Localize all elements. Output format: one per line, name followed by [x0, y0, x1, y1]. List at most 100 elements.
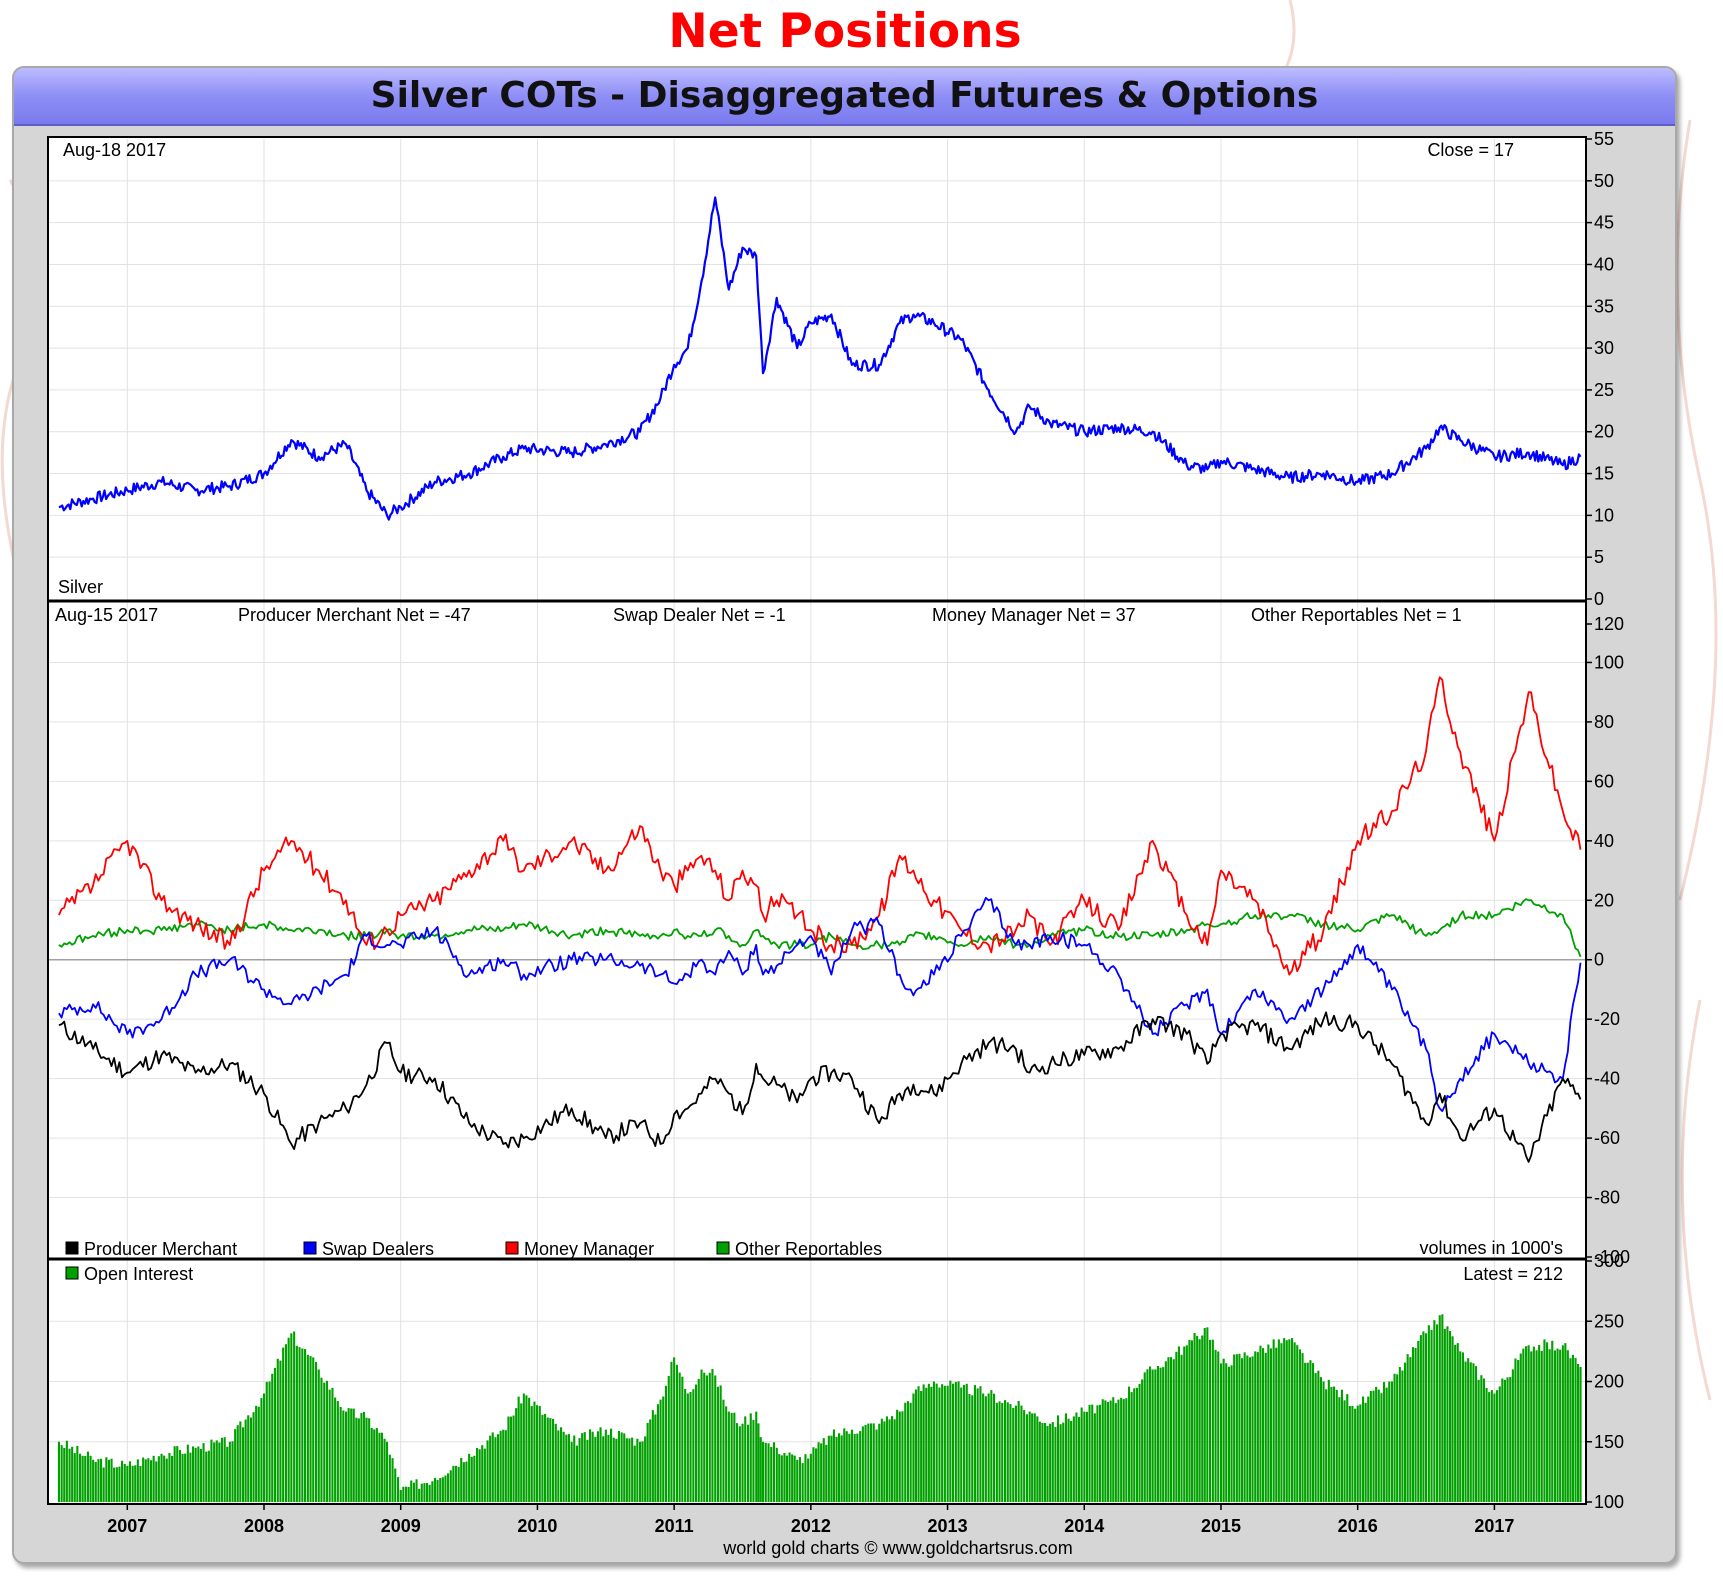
- open-interest-bar: [282, 1347, 285, 1502]
- open-interest-bar: [1441, 1314, 1444, 1502]
- open-interest-bar: [284, 1344, 287, 1502]
- open-interest-bar: [1114, 1403, 1117, 1502]
- y-tick-label: 10: [1594, 505, 1614, 525]
- open-interest-bar: [1514, 1358, 1517, 1502]
- legend: Producer Merchant Swap Dealers Money Man…: [65, 1239, 882, 1259]
- open-interest-bar: [960, 1387, 963, 1502]
- open-interest-bar: [1041, 1423, 1044, 1502]
- open-interest-bar: [901, 1411, 904, 1502]
- open-interest-bar: [1167, 1357, 1170, 1502]
- open-interest-bar: [223, 1437, 226, 1502]
- open-interest-bar: [560, 1427, 563, 1502]
- chart-title: Silver COTs - Disaggregated Futures & Op…: [370, 75, 1319, 116]
- open-interest-bar: [949, 1380, 952, 1502]
- open-interest-bar: [943, 1385, 946, 1502]
- open-interest-bar: [1427, 1325, 1430, 1502]
- open-interest-bar: [1099, 1404, 1102, 1502]
- open-interest-bar: [144, 1459, 147, 1502]
- open-interest-bar: [1023, 1410, 1026, 1502]
- open-interest-bar: [439, 1478, 442, 1502]
- open-interest-bar: [470, 1456, 473, 1502]
- y-tick-label: 35: [1594, 296, 1614, 316]
- open-interest-bar: [89, 1455, 92, 1502]
- open-interest-bar: [1556, 1348, 1559, 1502]
- open-interest-bar: [194, 1447, 197, 1502]
- open-interest-bar: [1346, 1394, 1349, 1502]
- open-interest-bar: [1117, 1399, 1120, 1502]
- open-interest-bar: [755, 1411, 758, 1502]
- open-interest-bar: [1306, 1362, 1309, 1502]
- open-interest-bar: [562, 1431, 565, 1502]
- open-interest-bar: [1254, 1351, 1257, 1502]
- open-interest-bar: [807, 1458, 810, 1502]
- open-interest-bar: [749, 1413, 752, 1502]
- open-interest-bar: [1009, 1404, 1012, 1502]
- open-interest-bar: [1335, 1389, 1338, 1502]
- open-interest-bar: [554, 1423, 557, 1502]
- open-interest-bar: [290, 1333, 293, 1502]
- open-interest-bar: [1566, 1350, 1569, 1502]
- open-interest-bar: [615, 1438, 618, 1502]
- open-interest-bar: [92, 1459, 95, 1502]
- open-interest-bar: [1527, 1345, 1530, 1502]
- open-interest-bar: [1456, 1343, 1459, 1502]
- open-interest-bar: [218, 1442, 221, 1502]
- title-bar: Silver COTs - Disaggregated Futures & Op…: [14, 68, 1675, 126]
- open-interest-bar: [1451, 1336, 1454, 1502]
- open-interest-bar: [941, 1384, 944, 1502]
- open-interest-bar: [1356, 1405, 1359, 1502]
- open-interest-bar: [483, 1448, 486, 1502]
- legend-label-swap-dealers: Swap Dealers: [322, 1239, 434, 1259]
- open-interest-bar: [1149, 1366, 1152, 1502]
- open-interest-bar: [436, 1479, 439, 1502]
- open-interest-bar: [476, 1448, 479, 1502]
- open-interest-bar: [368, 1418, 371, 1502]
- x-tick-label: 2013: [928, 1516, 968, 1536]
- open-interest-bar: [160, 1453, 163, 1502]
- open-interest-bar: [752, 1420, 755, 1502]
- price-close-label: Close = 17: [1427, 140, 1514, 160]
- open-interest-bar: [388, 1454, 391, 1502]
- open-interest-bar: [323, 1382, 326, 1502]
- open-interest-bar: [1162, 1367, 1165, 1502]
- open-interest-bar: [1364, 1402, 1367, 1502]
- open-interest-bar: [1417, 1341, 1420, 1502]
- open-interest-bar: [1388, 1381, 1391, 1502]
- open-interest-bar: [920, 1391, 923, 1502]
- open-interest-bar: [504, 1430, 507, 1502]
- open-interest-bar: [176, 1446, 179, 1502]
- open-interest-bar: [65, 1440, 68, 1502]
- open-interest-bar: [767, 1443, 770, 1502]
- open-interest-bar: [81, 1455, 84, 1502]
- open-interest-bar: [207, 1450, 210, 1502]
- open-interest-bar: [1227, 1366, 1230, 1502]
- open-interest-bar: [649, 1419, 652, 1502]
- open-interest-bar: [1093, 1413, 1096, 1502]
- open-interest-bar: [271, 1373, 274, 1502]
- open-interest-bar: [1309, 1360, 1312, 1502]
- open-interest-bar: [499, 1430, 502, 1502]
- open-interest-bar: [1217, 1351, 1220, 1502]
- open-interest-bar: [373, 1429, 376, 1502]
- open-interest-bar: [1509, 1377, 1512, 1502]
- y-tick-label: 250: [1594, 1311, 1624, 1331]
- open-interest-bar: [1561, 1345, 1564, 1502]
- open-interest-bar: [1175, 1351, 1178, 1502]
- y-tick-label: 45: [1594, 213, 1614, 233]
- open-interest-bar: [1046, 1425, 1049, 1502]
- open-interest-bar: [850, 1429, 853, 1502]
- open-interest-bar: [465, 1461, 468, 1502]
- open-interest-bar: [541, 1414, 544, 1502]
- open-interest-bar: [287, 1337, 290, 1502]
- open-interest-bar: [1503, 1379, 1506, 1502]
- open-interest-bar: [1143, 1372, 1146, 1502]
- open-interest-bar: [163, 1455, 166, 1502]
- open-interest-bar: [1214, 1349, 1217, 1502]
- open-interest-bar: [397, 1477, 400, 1502]
- y-tick-label: 120: [1594, 614, 1624, 634]
- open-interest-bar: [599, 1427, 602, 1502]
- open-interest-bar: [136, 1459, 139, 1502]
- open-interest-bar: [867, 1423, 870, 1502]
- open-interest-bar: [468, 1453, 471, 1502]
- open-interest-bar: [875, 1429, 878, 1502]
